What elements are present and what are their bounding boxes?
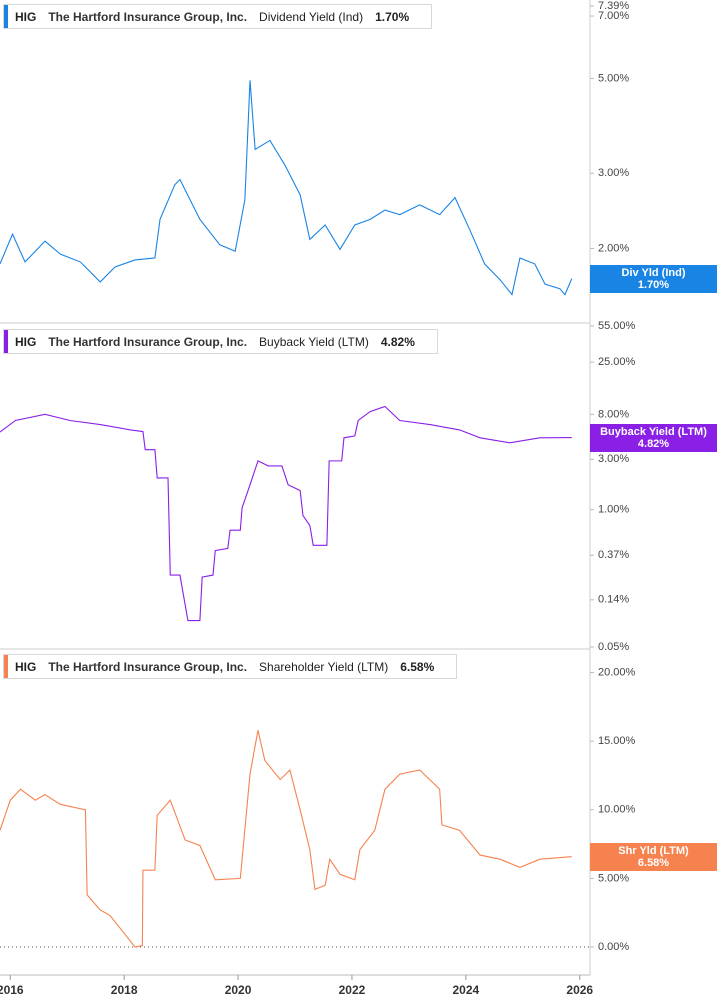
metric-name: Buyback Yield (LTM) (259, 334, 369, 349)
company-name: The Hartford Insurance Group, Inc. (48, 659, 248, 674)
x-tick-label: 2016 (0, 983, 24, 997)
ticker: HIG (15, 9, 37, 24)
y-tick-label: 3.00% (598, 167, 629, 179)
y-tick-label: 55.00% (598, 320, 636, 332)
value-badge: Div Yld (Ind) 1.70% (590, 264, 717, 293)
metric-name: Shareholder Yield (LTM) (259, 659, 389, 674)
badge-name: Buyback Yield (LTM) (600, 425, 707, 438)
value-badge: Shr Yld (LTM) 6.58% (590, 842, 717, 871)
x-tick-label: 2022 (339, 983, 366, 997)
legend-swatch (4, 5, 8, 28)
legend-header: HIG The Hartford Insurance Group, Inc. Div… (3, 4, 433, 29)
company-name: The Hartford Insurance Group, Inc. (48, 9, 248, 24)
y-tick-label: 7.39% (598, 0, 629, 12)
data-line (0, 730, 572, 948)
legend-swatch (4, 655, 8, 678)
x-tick-label: 2026 (566, 983, 593, 997)
y-tick-label: 2.00% (598, 242, 629, 254)
current-value: 6.58% (400, 659, 435, 674)
y-tick-label: 5.00% (598, 72, 629, 84)
y-tick-label: 8.00% (598, 408, 629, 420)
badge-name: Shr Yld (LTM) (618, 844, 689, 857)
ticker: HIG (15, 659, 37, 674)
value-badge: Buyback Yield (LTM) 4.82% (590, 423, 717, 452)
x-tick-label: 2018 (111, 983, 138, 997)
y-tick-label: 25.00% (598, 356, 636, 368)
legend-swatch (4, 330, 8, 353)
y-tick-label: 5.00% (598, 872, 629, 884)
y-tick-label: 15.00% (598, 735, 636, 747)
metric-name: Dividend Yield (Ind) (259, 9, 364, 24)
y-tick-label: 7.00% (598, 10, 629, 22)
x-tick-label: 2020 (225, 983, 252, 997)
y-tick-label: 0.14% (598, 594, 629, 606)
x-tick-label: 2024 (452, 983, 479, 997)
current-value: 4.82% (380, 334, 415, 349)
y-tick-label: 3.00% (598, 453, 629, 465)
data-line (0, 80, 573, 296)
badge-value: 1.70% (637, 278, 670, 291)
data-line (0, 405, 572, 622)
y-tick-label: 20.00% (598, 666, 636, 678)
badge-name: Div Yld (Ind) (621, 266, 686, 279)
legend-header: HIG The Hartford Insurance Group, Inc. Sha… (3, 654, 458, 679)
ticker: HIG (15, 334, 37, 349)
y-tick-label: 10.00% (598, 804, 636, 816)
y-tick-label: 0.37% (598, 549, 629, 561)
y-tick-label: 0.05% (598, 641, 629, 653)
y-tick-label: 0.00% (598, 941, 629, 953)
badge-value: 6.58% (637, 856, 670, 869)
y-tick-label: 1.00% (598, 504, 629, 516)
current-value: 1.70% (375, 9, 410, 24)
company-name: The Hartford Insurance Group, Inc. (48, 334, 248, 349)
badge-value: 4.82% (637, 437, 670, 450)
legend-header: HIG The Hartford Insurance Group, Inc. Buy… (3, 329, 438, 354)
